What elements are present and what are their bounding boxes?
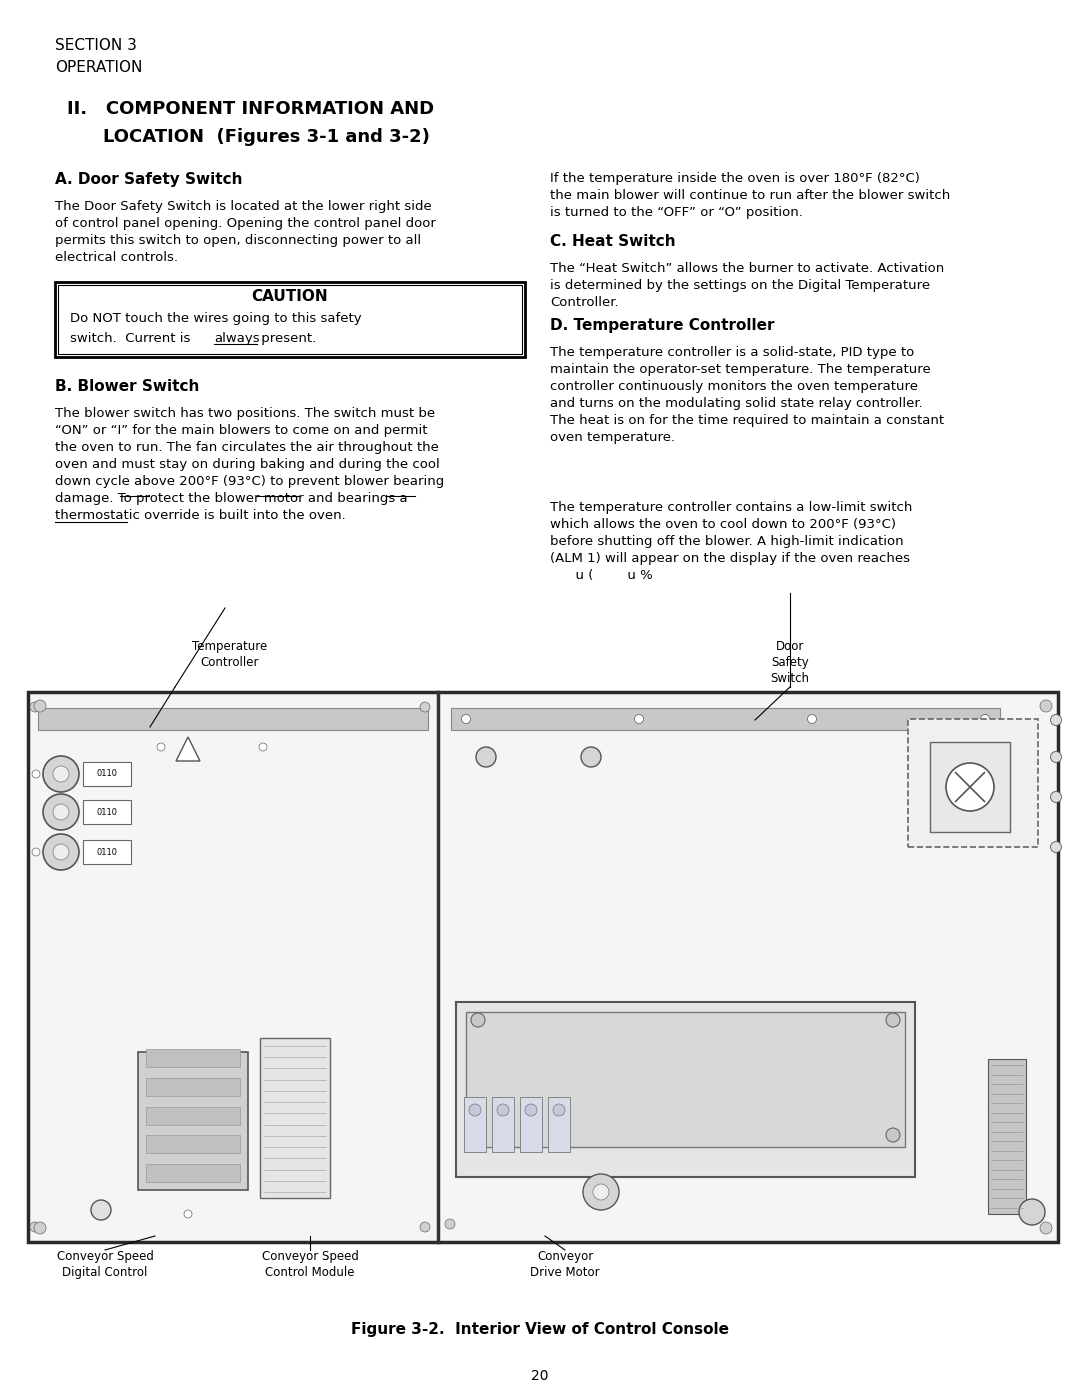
Circle shape <box>1040 1222 1052 1234</box>
Bar <box>908 719 1038 847</box>
Text: Conveyor Speed
Control Module: Conveyor Speed Control Module <box>261 1250 359 1280</box>
Text: The blower switch has two positions. The switch must be
“ON” or “I” for the main: The blower switch has two positions. The… <box>55 407 444 522</box>
Text: SECTION 3: SECTION 3 <box>55 38 137 53</box>
Circle shape <box>32 848 40 856</box>
Bar <box>930 742 1010 833</box>
Circle shape <box>1051 841 1062 852</box>
Text: Door
Safety
Switch: Door Safety Switch <box>770 640 810 685</box>
Circle shape <box>184 1210 192 1218</box>
Bar <box>138 1052 248 1190</box>
Bar <box>260 1038 330 1199</box>
Circle shape <box>445 1220 455 1229</box>
Polygon shape <box>176 738 200 761</box>
Circle shape <box>33 1222 46 1234</box>
Circle shape <box>593 1185 609 1200</box>
Bar <box>58 285 522 353</box>
Circle shape <box>1051 714 1062 725</box>
Circle shape <box>471 1013 485 1027</box>
Text: always: always <box>214 332 259 345</box>
Text: The temperature controller is a solid-state, PID type to
maintain the operator-s: The temperature controller is a solid-st… <box>550 346 944 444</box>
Circle shape <box>420 703 430 712</box>
Text: Conveyor Speed
Digital Control: Conveyor Speed Digital Control <box>56 1250 153 1280</box>
Text: CAUTION: CAUTION <box>252 289 328 305</box>
Circle shape <box>30 1222 40 1232</box>
Bar <box>464 1097 486 1153</box>
Circle shape <box>43 834 79 870</box>
Circle shape <box>157 743 165 752</box>
Circle shape <box>1051 792 1062 802</box>
Text: C. Heat Switch: C. Heat Switch <box>550 235 676 249</box>
Circle shape <box>30 703 40 712</box>
Bar <box>146 1164 240 1182</box>
Circle shape <box>497 1104 509 1116</box>
Text: B. Blower Switch: B. Blower Switch <box>55 379 200 394</box>
Bar <box>519 1097 542 1153</box>
Bar <box>451 708 1000 731</box>
Circle shape <box>43 756 79 792</box>
Text: 0110: 0110 <box>96 807 118 816</box>
Circle shape <box>1020 1199 1045 1225</box>
Bar <box>456 1002 915 1178</box>
Text: The “Heat Switch” allows the burner to activate. Activation
is determined by the: The “Heat Switch” allows the burner to a… <box>550 263 944 309</box>
Circle shape <box>553 1104 565 1116</box>
Text: 0110: 0110 <box>96 848 118 856</box>
Circle shape <box>43 793 79 830</box>
Bar <box>492 1097 514 1153</box>
Bar <box>146 1049 240 1067</box>
Circle shape <box>1040 700 1052 712</box>
Text: D. Temperature Controller: D. Temperature Controller <box>550 319 774 332</box>
Circle shape <box>583 1173 619 1210</box>
Text: 20: 20 <box>531 1369 549 1383</box>
Circle shape <box>32 770 40 778</box>
Circle shape <box>525 1104 537 1116</box>
Circle shape <box>1051 752 1062 763</box>
Circle shape <box>420 1222 430 1232</box>
Circle shape <box>259 743 267 752</box>
Circle shape <box>981 714 989 724</box>
Circle shape <box>946 763 994 812</box>
Circle shape <box>33 700 46 712</box>
Text: A. Door Safety Switch: A. Door Safety Switch <box>55 172 243 187</box>
Circle shape <box>461 714 471 724</box>
Bar <box>146 1077 240 1095</box>
Circle shape <box>808 714 816 724</box>
Bar <box>548 1097 570 1153</box>
Circle shape <box>471 1127 485 1141</box>
Text: Figure 3-2.  Interior View of Control Console: Figure 3-2. Interior View of Control Con… <box>351 1322 729 1337</box>
Circle shape <box>91 1200 111 1220</box>
Circle shape <box>581 747 600 767</box>
Text: Do NOT touch the wires going to this safety: Do NOT touch the wires going to this saf… <box>70 312 362 326</box>
Text: If the temperature inside the oven is over 180°F (82°C)
the main blower will con: If the temperature inside the oven is ov… <box>550 172 950 219</box>
Text: LOCATION  (Figures 3-1 and 3-2): LOCATION (Figures 3-1 and 3-2) <box>103 129 430 147</box>
Text: 0110: 0110 <box>96 770 118 778</box>
Bar <box>988 1059 1026 1214</box>
Text: II.   COMPONENT INFORMATION AND: II. COMPONENT INFORMATION AND <box>67 101 434 117</box>
Text: Conveyor
Drive Motor: Conveyor Drive Motor <box>530 1250 599 1280</box>
Bar <box>55 282 525 358</box>
Bar <box>83 840 131 863</box>
Bar <box>38 708 428 731</box>
Circle shape <box>635 714 644 724</box>
Bar <box>465 1011 905 1147</box>
Circle shape <box>53 805 69 820</box>
Bar <box>83 761 131 787</box>
Bar <box>28 692 1058 1242</box>
Bar <box>146 1106 240 1125</box>
Circle shape <box>469 1104 481 1116</box>
Circle shape <box>886 1127 900 1141</box>
Text: Temperature
Controller: Temperature Controller <box>192 640 268 669</box>
Text: The Door Safety Switch is located at the lower right side
of control panel openi: The Door Safety Switch is located at the… <box>55 200 436 264</box>
Text: present.: present. <box>257 332 316 345</box>
Text: OPERATION: OPERATION <box>55 60 143 75</box>
Circle shape <box>476 747 496 767</box>
Text: switch.  Current is: switch. Current is <box>70 332 194 345</box>
Bar <box>83 800 131 824</box>
Text: The temperature controller contains a low-limit switch
which allows the oven to : The temperature controller contains a lo… <box>550 502 913 583</box>
Circle shape <box>53 844 69 861</box>
Circle shape <box>886 1013 900 1027</box>
Bar <box>146 1136 240 1154</box>
Circle shape <box>53 766 69 782</box>
